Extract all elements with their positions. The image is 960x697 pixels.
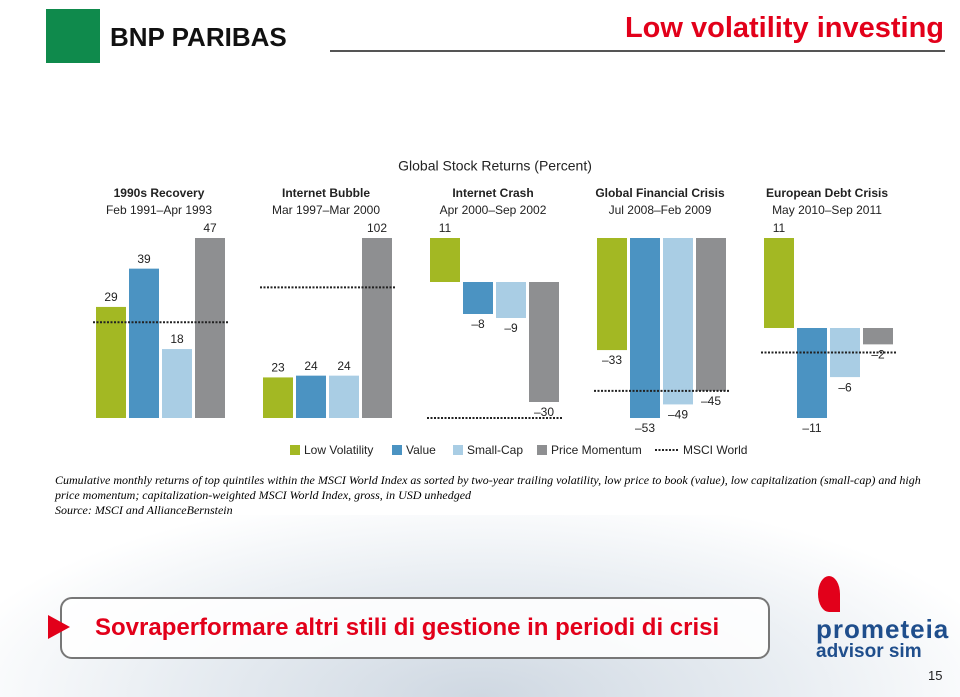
panel-period: Apr 2000–Sep 2002 bbox=[440, 203, 547, 217]
panel-title: Global Financial Crisis bbox=[595, 186, 725, 200]
caption-note: Cumulative monthly returns of top quinti… bbox=[55, 473, 921, 502]
brand: BNP PARIBAS bbox=[110, 22, 287, 52]
footer-sub: advisor sim bbox=[816, 641, 922, 662]
panel-period: Mar 1997–Mar 2000 bbox=[272, 203, 380, 217]
legend-label: Low Volatility bbox=[304, 443, 373, 457]
value-label: 11 bbox=[439, 221, 452, 235]
bar bbox=[329, 375, 359, 418]
value-label: –8 bbox=[471, 317, 485, 331]
panel-title: 1990s Recovery bbox=[114, 186, 205, 200]
bar bbox=[529, 282, 559, 402]
caption-source: Source: MSCI and AllianceBernstein bbox=[55, 503, 233, 517]
bar bbox=[129, 268, 159, 418]
banner-text: Sovraperformare altri stili di gestione … bbox=[95, 614, 720, 641]
value-label: –6 bbox=[838, 380, 852, 394]
bar bbox=[696, 238, 726, 391]
value-label: 39 bbox=[137, 252, 151, 266]
value-label: –53 bbox=[635, 421, 655, 435]
legend-swatch bbox=[453, 445, 463, 455]
panel-period: Feb 1991–Apr 1993 bbox=[106, 203, 212, 217]
value-label: 102 bbox=[367, 221, 387, 235]
panel-title: Internet Crash bbox=[452, 186, 533, 200]
value-label: 29 bbox=[104, 290, 118, 304]
slide-title: Low volatility investing bbox=[624, 12, 944, 44]
value-label: 47 bbox=[203, 221, 217, 235]
bar bbox=[630, 238, 660, 418]
page-number: 15 bbox=[928, 668, 943, 683]
value-label: 24 bbox=[337, 359, 351, 373]
panel-title: European Debt Crisis bbox=[766, 186, 888, 200]
bnp-logo bbox=[46, 9, 100, 63]
value-label: 18 bbox=[170, 332, 184, 346]
value-label: –2 bbox=[871, 348, 885, 362]
legend-label: Value bbox=[406, 443, 436, 457]
legend-swatch bbox=[290, 445, 300, 455]
value-label: –30 bbox=[534, 405, 554, 419]
value-label: 11 bbox=[773, 221, 786, 235]
bar bbox=[96, 306, 126, 418]
bar bbox=[263, 377, 293, 418]
banner-arrow bbox=[48, 615, 70, 639]
legend-label: Price Momentum bbox=[551, 443, 642, 457]
bar bbox=[463, 282, 493, 314]
header-rule bbox=[330, 50, 945, 52]
chart: Global Stock Returns (Percent) 1990s Rec… bbox=[93, 158, 896, 457]
legend-swatch bbox=[537, 445, 547, 455]
legend-label: MSCI World bbox=[683, 443, 747, 457]
bar bbox=[663, 238, 693, 405]
bar bbox=[597, 238, 627, 351]
banner-box bbox=[60, 597, 770, 659]
legend-label: Small-Cap bbox=[467, 443, 523, 457]
value-label: 23 bbox=[271, 361, 285, 375]
value-label: –45 bbox=[701, 394, 721, 408]
bar bbox=[797, 328, 827, 418]
prometeia-logo bbox=[818, 576, 840, 612]
legend-swatch bbox=[392, 445, 402, 455]
value-label: –49 bbox=[668, 408, 688, 422]
panel-period: Jul 2008–Feb 2009 bbox=[609, 203, 712, 217]
bar bbox=[863, 328, 893, 345]
value-label: –11 bbox=[802, 421, 821, 435]
panel-title: Internet Bubble bbox=[282, 186, 370, 200]
bar bbox=[296, 375, 326, 418]
bar bbox=[195, 238, 225, 418]
value-label: –33 bbox=[602, 353, 622, 367]
panel-period: May 2010–Sep 2011 bbox=[772, 203, 882, 217]
chart-title: Global Stock Returns (Percent) bbox=[398, 158, 592, 174]
bar bbox=[496, 282, 526, 318]
bar bbox=[764, 238, 794, 328]
footer-brand: prometeia bbox=[816, 614, 950, 644]
value-label: 24 bbox=[304, 359, 318, 373]
value-label: –9 bbox=[504, 321, 518, 335]
bar bbox=[162, 349, 192, 418]
bar bbox=[430, 238, 460, 282]
bar bbox=[362, 238, 392, 418]
